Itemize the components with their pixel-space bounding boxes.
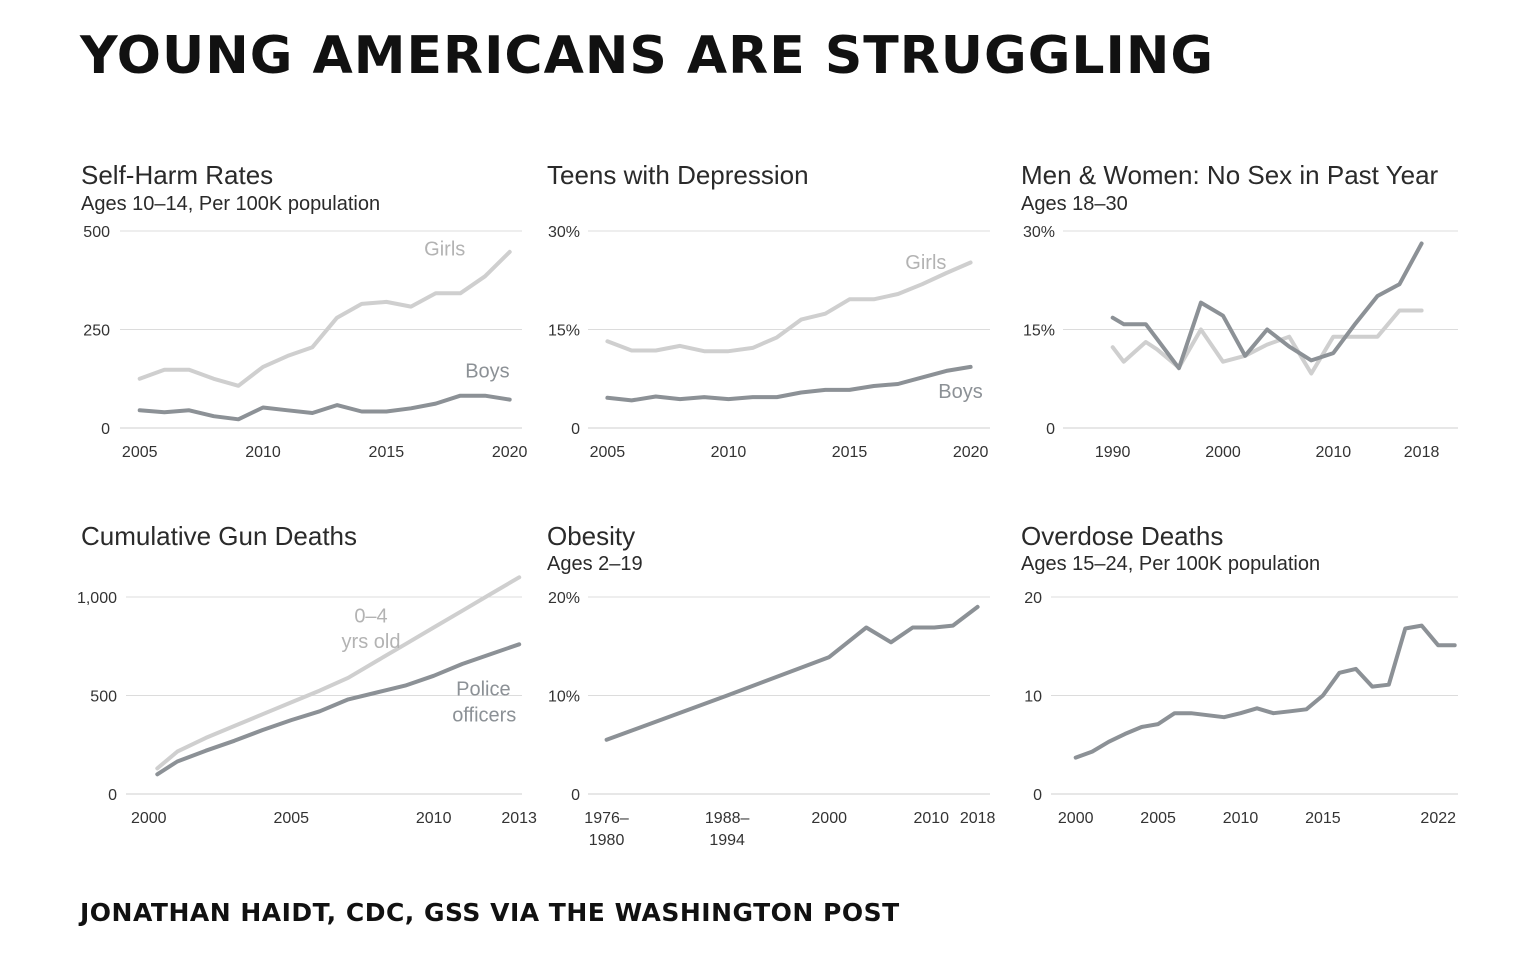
y-tick-label: 0 bbox=[108, 787, 117, 804]
x-tick-label: 2018 bbox=[960, 810, 996, 827]
y-tick-label: 30% bbox=[548, 224, 580, 241]
x-tick-label: 2005 bbox=[122, 444, 158, 461]
x-tick-label: 1988– bbox=[705, 810, 750, 827]
y-tick-label: 15% bbox=[1023, 323, 1055, 340]
panel-title-no-sex: Men & Women: No Sex in Past Year bbox=[1021, 160, 1439, 190]
y-tick-label: 1,000 bbox=[77, 590, 117, 607]
series-line-boys bbox=[605, 364, 973, 403]
series-line-girls bbox=[605, 260, 973, 354]
x-tick-label: 2018 bbox=[1404, 444, 1440, 461]
y-tick-label: 0 bbox=[571, 787, 580, 804]
x-tick-label: 1990 bbox=[1095, 444, 1131, 461]
chart-obesity: 0 10% 20% 1976– 1980 1988– 1994 2000 2010 2018 bbox=[548, 590, 996, 849]
page-title: YOUNG AMERICANS ARE STRUGGLING bbox=[80, 26, 1215, 86]
x-tick-label: 2000 bbox=[811, 810, 847, 827]
x-tick-label: 2015 bbox=[1305, 810, 1341, 827]
series-annotation: Boys bbox=[938, 381, 982, 403]
x-tick-label: 2000 bbox=[1205, 444, 1241, 461]
x-tick-label: 2010 bbox=[416, 810, 452, 827]
panel-subtitle-self-harm: Ages 10–14, Per 100K population bbox=[81, 193, 381, 215]
x-tick-label: 2010 bbox=[245, 444, 281, 461]
y-tick-label: 0 bbox=[571, 421, 580, 438]
series-line-men bbox=[1110, 241, 1424, 371]
chart-overdose: 0 10 20 2000 2005 2010 2015 2022 bbox=[1024, 590, 1458, 827]
y-tick-label: 30% bbox=[1023, 224, 1055, 241]
panel-subtitle-overdose: Ages 15–24, Per 100K population bbox=[1021, 553, 1321, 575]
y-tick-label: 500 bbox=[90, 689, 117, 706]
x-tick-label: 1994 bbox=[709, 832, 745, 849]
y-tick-label: 250 bbox=[83, 323, 110, 340]
y-tick-label: 10 bbox=[1024, 689, 1042, 706]
panel-title-overdose: Overdose Deaths bbox=[1021, 521, 1224, 551]
x-tick-label: 2005 bbox=[273, 810, 309, 827]
chart-gun-deaths: 0 500 1,000 2000 2005 2010 2013 0–4 yrs old Polic… bbox=[77, 575, 537, 827]
x-tick-label: 2015 bbox=[832, 444, 868, 461]
panel-subtitle-no-sex: Ages 18–30 bbox=[1021, 193, 1128, 215]
series-annotation: officers bbox=[452, 705, 516, 727]
x-tick-label: 2020 bbox=[492, 444, 528, 461]
x-tick-label: 2010 bbox=[913, 810, 949, 827]
panel-subtitle-obesity: Ages 2–19 bbox=[547, 553, 643, 575]
y-tick-label: 500 bbox=[83, 224, 110, 241]
x-tick-label: 2010 bbox=[1316, 444, 1352, 461]
x-tick-label: 2000 bbox=[1058, 810, 1094, 827]
panel-title-obesity: Obesity bbox=[547, 521, 636, 551]
x-tick-label: 2010 bbox=[1223, 810, 1259, 827]
y-tick-label: 0 bbox=[101, 421, 110, 438]
source-credit: JONATHAN HAIDT, CDC, GSS VIA THE WASHING… bbox=[80, 898, 900, 927]
x-tick-label: 2020 bbox=[953, 444, 989, 461]
x-tick-label: 2022 bbox=[1420, 810, 1456, 827]
series-annotation: yrs old bbox=[342, 631, 401, 653]
x-tick-label: 2013 bbox=[501, 810, 537, 827]
series-line-police-officers bbox=[155, 642, 522, 777]
y-tick-label: 0 bbox=[1033, 787, 1042, 804]
panel-title-gun-deaths: Cumulative Gun Deaths bbox=[81, 521, 358, 551]
series-line-overdose bbox=[1073, 623, 1457, 760]
x-tick-label: 2010 bbox=[711, 444, 747, 461]
x-tick-label: 1980 bbox=[589, 832, 625, 849]
y-tick-label: 20 bbox=[1024, 590, 1042, 607]
chart-self-harm: 0 250 500 2005 2010 2015 2020 Girls Boys bbox=[83, 224, 527, 461]
y-tick-label: 0 bbox=[1046, 421, 1055, 438]
panel-title-self-harm: Self-Harm Rates bbox=[81, 160, 274, 190]
x-tick-label: 2005 bbox=[590, 444, 626, 461]
x-tick-label: 2015 bbox=[369, 444, 405, 461]
y-tick-label: 15% bbox=[548, 323, 580, 340]
series-annotation: Girls bbox=[905, 252, 946, 274]
chart-no-sex: 0 15% 30% 1990 2000 2010 2018 bbox=[1023, 224, 1458, 461]
panel-title-depression: Teens with Depression bbox=[547, 160, 809, 190]
series-annotation: Police bbox=[456, 679, 510, 701]
x-tick-label: 2000 bbox=[131, 810, 167, 827]
y-tick-label: 20% bbox=[548, 590, 580, 607]
series-annotation: Boys bbox=[465, 361, 509, 383]
x-tick-label: 2005 bbox=[1140, 810, 1176, 827]
chart-depression: 0 15% 30% 2005 2010 2015 2020 Girls Boys bbox=[548, 224, 990, 461]
series-line-obesity bbox=[604, 604, 980, 742]
series-line-boys bbox=[137, 393, 512, 422]
x-tick-label: 1976– bbox=[584, 810, 629, 827]
series-annotation: 0–4 bbox=[354, 606, 387, 628]
series-line-0-4-yrs-old bbox=[155, 575, 522, 771]
series-line-women bbox=[1110, 308, 1424, 376]
series-annotation: Girls bbox=[424, 238, 465, 260]
y-tick-label: 10% bbox=[548, 689, 580, 706]
series-line-girls bbox=[137, 249, 512, 388]
